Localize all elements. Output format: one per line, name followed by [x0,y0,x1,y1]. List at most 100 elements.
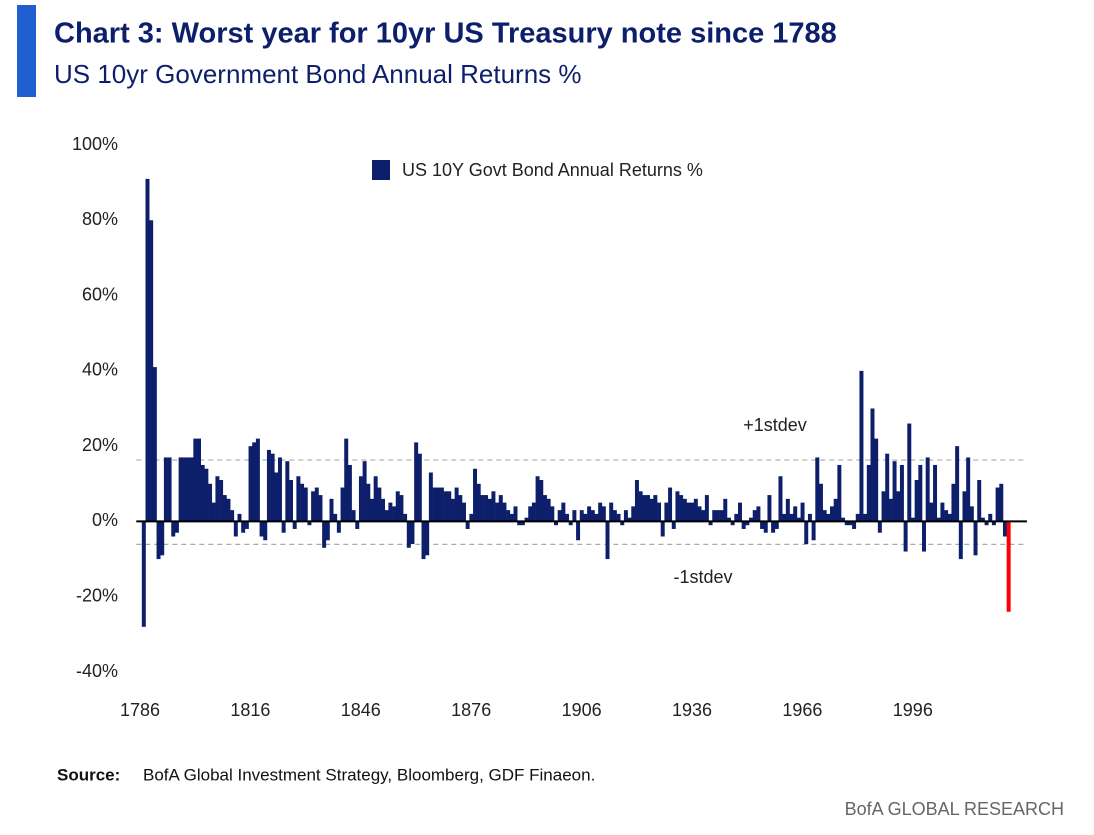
bar [520,521,525,526]
bar [715,510,720,522]
bar [881,491,886,522]
bar [822,510,827,522]
bar [789,513,794,522]
bar [524,517,529,522]
bar [896,491,901,522]
bar [671,521,676,529]
y-tick-label: 0% [92,510,118,530]
bar [197,438,202,522]
bar [171,521,176,537]
bar [399,495,404,522]
bar [233,521,238,537]
bar [576,521,581,541]
bar [601,506,606,522]
bar [767,495,772,522]
bar [631,506,636,522]
bar [461,502,466,522]
bar [502,502,507,522]
source-label: Source: [57,765,120,784]
bar [693,498,698,522]
bar [469,513,474,522]
bar [991,521,996,526]
bar [174,521,179,533]
bar [804,521,809,545]
bar [778,476,783,522]
bar [318,495,323,522]
bar [185,457,190,522]
bar [679,495,684,522]
bar [542,495,547,522]
bar [833,498,838,522]
bar [726,517,731,522]
bar [561,502,566,522]
bar [660,521,665,537]
bar [734,513,739,522]
bar [163,457,168,522]
bar [782,513,787,522]
bar [425,521,430,556]
bar [623,510,628,522]
bar [347,464,352,522]
bar [149,220,154,522]
bar [653,495,658,522]
bar [156,521,161,560]
bar [807,513,812,522]
bar [550,506,555,522]
bar [572,510,577,522]
bar [969,506,974,522]
bar [638,491,643,522]
bar [355,521,360,529]
bar [594,513,599,522]
bar [277,457,282,522]
bar [410,521,415,545]
bar [289,480,294,522]
bar [421,521,426,560]
bar [266,449,271,522]
bar [303,487,308,522]
bar [369,498,374,522]
bar [925,457,930,522]
x-tick-label: 1876 [451,700,491,720]
bar [760,521,765,529]
bar [796,517,801,522]
bar [230,510,235,522]
bar [977,480,982,522]
bar [458,495,463,522]
bar [263,521,268,541]
bar [509,513,514,522]
bar [866,464,871,522]
bar [329,498,334,522]
bar [248,446,253,522]
bar [314,487,319,522]
bar [557,510,562,522]
bar [877,521,882,533]
bar [414,442,419,522]
y-tick-label: 80% [82,209,118,229]
bar [627,517,632,522]
bar [708,521,713,526]
bar [955,446,960,522]
bar [771,521,776,533]
source-text: BofA Global Investment Strategy, Bloombe… [143,765,595,784]
bar [215,476,220,522]
bar [749,517,754,522]
bar [609,502,614,522]
x-tick-label: 1906 [562,700,602,720]
bar [480,495,485,522]
bar [259,521,264,537]
bar [936,517,941,522]
bar [381,498,386,522]
bar [583,513,588,522]
bar [903,521,908,552]
title-accent [17,5,36,97]
y-tick-label: -20% [76,585,118,605]
bar [344,438,349,522]
bar [568,521,573,526]
bar [958,521,963,560]
bar [870,408,875,522]
bar [962,491,967,522]
bar [403,513,408,522]
x-tick-label: 1786 [120,700,160,720]
bar [701,510,706,522]
bar [307,521,312,526]
